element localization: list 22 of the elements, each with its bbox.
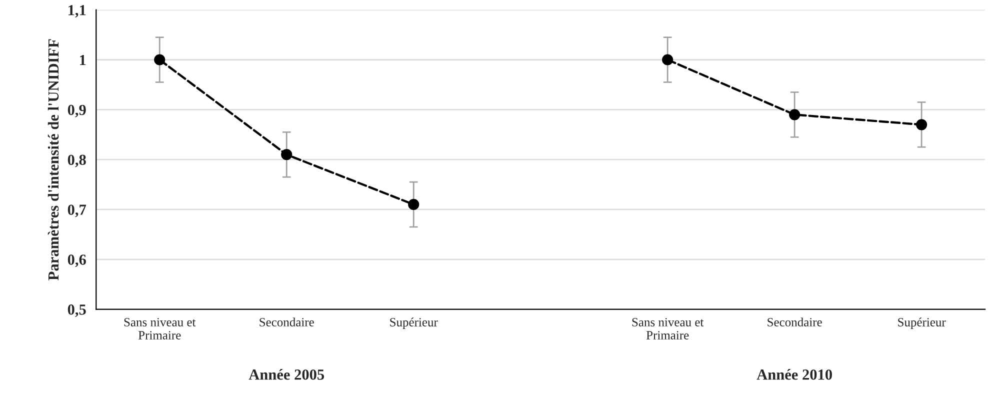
x-tick-label: Sans niveau et Primaire xyxy=(632,318,704,340)
y-tick-label: 0,7 xyxy=(68,204,86,218)
point xyxy=(408,198,420,210)
y-tick-label: 0,6 xyxy=(68,254,86,268)
x-tick-label: Secondaire xyxy=(768,318,822,326)
point xyxy=(916,119,928,130)
point xyxy=(662,54,674,66)
y-tick-label: 0,8 xyxy=(68,154,86,168)
point xyxy=(154,54,166,66)
y-tick-label: 0,9 xyxy=(68,104,86,118)
point xyxy=(789,109,800,120)
x-tick-label: Supérieur xyxy=(390,318,438,329)
text: Année 2005 xyxy=(248,369,324,380)
y-axis-title: Paramètres d'intensité de l'UNIDIFF xyxy=(48,39,59,280)
x-tick-label: Secondaire xyxy=(260,318,314,326)
y-tick-label: 1,1 xyxy=(68,5,86,18)
x-tick-label: Supérieur xyxy=(898,318,946,329)
point xyxy=(281,149,292,160)
y-tick-label: 0,5 xyxy=(68,304,86,317)
x-tick-label: Sans niveau et Primaire xyxy=(124,318,196,340)
y-tick-label: 1 xyxy=(80,54,86,66)
text: Année 2010 xyxy=(756,369,832,380)
